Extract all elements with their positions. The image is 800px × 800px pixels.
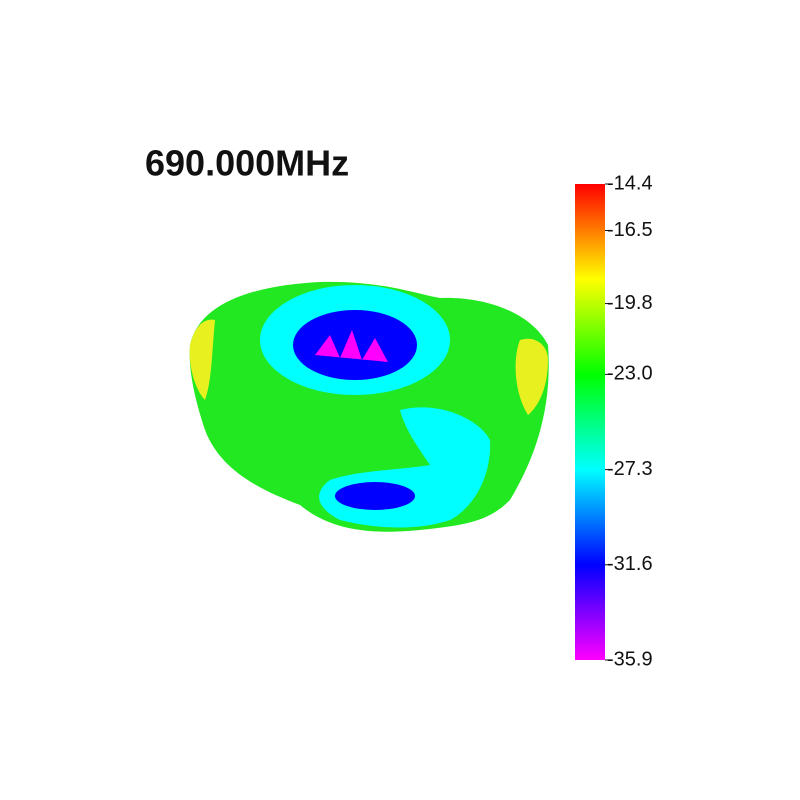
surface-edge xyxy=(189,319,215,400)
surface-lobe xyxy=(315,330,388,362)
surface-lobe xyxy=(335,482,415,510)
colorbar-tick-label: -19.8 xyxy=(607,292,653,314)
colorbar-tick-label: -23.0 xyxy=(607,363,653,385)
colorbar-tick-label: -27.3 xyxy=(607,458,653,480)
colorbar-tick-label: -35.9 xyxy=(607,648,653,670)
colorbar-tick-label: -31.6 xyxy=(607,553,653,575)
surface-edge xyxy=(515,338,548,415)
colorbar-tick-label: -16.5 xyxy=(607,219,653,241)
colorbar-tick-label: -14.4 xyxy=(607,172,653,194)
pattern-surface xyxy=(189,281,549,532)
colorbar: -14.4 -16.5 -19.8 -23.0 -27.3 -31.6 -35.9 xyxy=(575,172,653,670)
chart-title: 690.000MHz xyxy=(145,143,349,184)
colorbar-scale xyxy=(575,184,605,660)
